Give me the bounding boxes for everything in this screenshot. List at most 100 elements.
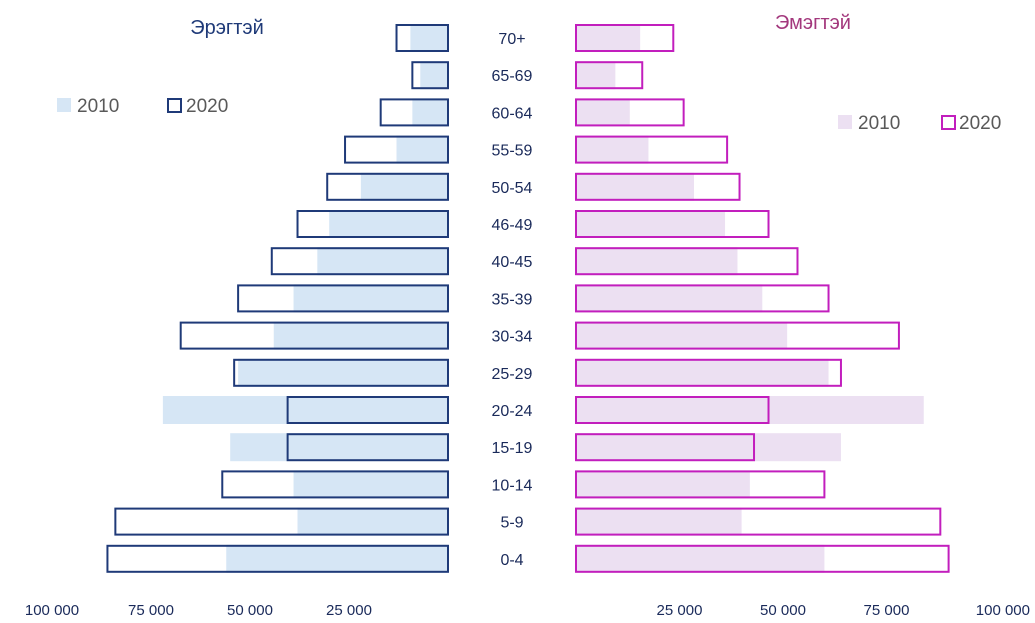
- male-legend-2020-swatch: [167, 98, 182, 113]
- male-2010-bar: [420, 61, 448, 90]
- age-group-label: 50-54: [492, 180, 533, 197]
- age-group-label: 35-39: [492, 291, 533, 308]
- male-2010-bar: [297, 507, 448, 536]
- female-2010-bar: [576, 210, 726, 238]
- female-2010-bar: [576, 284, 763, 313]
- female-2010-bar: [576, 433, 841, 462]
- male-2020-bar: [344, 135, 450, 164]
- female-2010-bar: [576, 172, 694, 201]
- male-2010-bar: [329, 210, 448, 238]
- male-axis-tick-label: 75 000: [128, 602, 174, 619]
- female-2020-bar: [575, 358, 842, 387]
- male-title: Эрэгтэй: [190, 17, 264, 39]
- female-axis-tick-label: 75 000: [864, 602, 910, 619]
- female-title: Эмэгтэй: [775, 12, 851, 34]
- female-legend-2020-swatch: [941, 115, 956, 130]
- male-legend: 2010 2020: [57, 96, 228, 117]
- male-2010-bar: [360, 172, 448, 201]
- female-2020-bar: [575, 321, 900, 350]
- female-axis-tick-label: 50 000: [760, 602, 806, 619]
- female-2020-bar: [575, 24, 675, 52]
- axis-ticks: 100 000 75 000 50 000 25 000 25 000 50 000 75 …: [25, 602, 1030, 619]
- male-2010-bar: [412, 98, 448, 127]
- male-2020-bar: [221, 470, 449, 499]
- female-2020-bar: [575, 135, 729, 164]
- female-2020-bar: [575, 98, 685, 127]
- female-2020-bar: [575, 396, 770, 424]
- female-2020-bar: [575, 433, 756, 462]
- female-2010-bar: [576, 544, 825, 573]
- female-2010-bar: [576, 321, 788, 350]
- female-2010-bar: [576, 24, 641, 52]
- female-2020-bar: [575, 544, 950, 573]
- female-2020-bar: [575, 507, 942, 536]
- male-axis-tick-label: 50 000: [227, 602, 273, 619]
- age-labels: 70+ 65-69 60-64 55-59 50-54 46-49 40-45 35-39 30…: [492, 31, 533, 569]
- male-2020-bar: [106, 544, 449, 573]
- age-group-label: 10-14: [492, 477, 533, 494]
- male-2010-bar: [238, 358, 448, 387]
- male-legend-2020-label: 2020: [186, 96, 228, 117]
- male-2010-bar: [273, 321, 448, 350]
- male-2020-bar: [114, 507, 450, 536]
- male-2020-bar: [411, 61, 449, 90]
- male-2020-bar: [296, 210, 449, 238]
- age-group-label: 55-59: [492, 143, 533, 160]
- male-2010-bar: [410, 24, 448, 52]
- male-2020-bar: [286, 433, 449, 462]
- age-group-label: 20-24: [492, 403, 533, 420]
- male-2010-bar: [293, 470, 448, 499]
- female-2010-bar: [576, 507, 742, 536]
- male-2020-bar: [179, 321, 449, 350]
- female-2020-bar: [575, 470, 826, 499]
- male-2020-bar: [395, 24, 449, 52]
- age-group-label: 0-4: [500, 552, 523, 569]
- male-2010-bar: [293, 284, 448, 313]
- age-group-label: 5-9: [500, 515, 523, 532]
- male-2010-bar: [396, 135, 448, 164]
- age-group-label: 70+: [498, 31, 525, 48]
- age-group-label: 40-45: [492, 254, 533, 271]
- male-2010-bar: [317, 247, 448, 276]
- female-2020-bar: [575, 61, 644, 90]
- female-2020-bar: [575, 284, 830, 313]
- female-2020-bar: [575, 172, 741, 201]
- age-group-label: 60-64: [492, 105, 533, 122]
- male-bars: [106, 24, 450, 573]
- male-2020-bar: [270, 247, 449, 276]
- male-legend-2010-label: 2010: [77, 96, 119, 117]
- male-axis-tick-label: 100 000: [25, 602, 79, 619]
- female-2010-bar: [576, 358, 829, 387]
- female-2010-bar: [576, 247, 738, 276]
- male-2020-bar: [237, 284, 449, 313]
- female-axis-tick-label: 25 000: [657, 602, 703, 619]
- male-2010-bar: [162, 396, 448, 424]
- age-group-label: 46-49: [492, 217, 533, 234]
- female-axis-tick-label: 100 000: [976, 602, 1030, 619]
- female-2020-bar: [575, 247, 799, 276]
- female-legend: 2010 2020: [838, 113, 1001, 134]
- female-legend-2010-label: 2010: [858, 113, 900, 134]
- female-2020-bar: [575, 210, 770, 238]
- female-2010-bar: [576, 396, 924, 424]
- female-bars: [575, 24, 950, 573]
- female-legend-2010-swatch: [838, 115, 852, 129]
- male-2020-bar: [233, 358, 449, 387]
- male-axis-tick-label: 25 000: [326, 602, 372, 619]
- age-group-label: 15-19: [492, 440, 533, 457]
- female-2010-bar: [576, 470, 750, 499]
- age-group-label: 30-34: [492, 329, 533, 346]
- male-2010-bar: [226, 544, 448, 573]
- male-2020-bar: [286, 396, 449, 424]
- female-legend-2020-label: 2020: [959, 113, 1001, 134]
- male-2020-bar: [326, 172, 449, 201]
- male-legend-2010-swatch: [57, 98, 71, 112]
- female-2010-bar: [576, 98, 630, 127]
- age-group-label: 25-29: [492, 366, 533, 383]
- age-group-label: 65-69: [492, 68, 533, 85]
- male-2010-bar: [230, 433, 448, 462]
- female-2010-bar: [576, 61, 616, 90]
- male-2020-bar: [379, 98, 449, 127]
- female-2010-bar: [576, 135, 649, 164]
